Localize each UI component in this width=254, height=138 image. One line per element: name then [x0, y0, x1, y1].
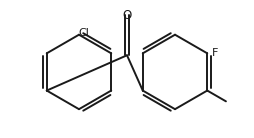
Text: F: F: [212, 48, 218, 58]
Text: Cl: Cl: [78, 28, 89, 38]
Text: O: O: [122, 9, 132, 22]
